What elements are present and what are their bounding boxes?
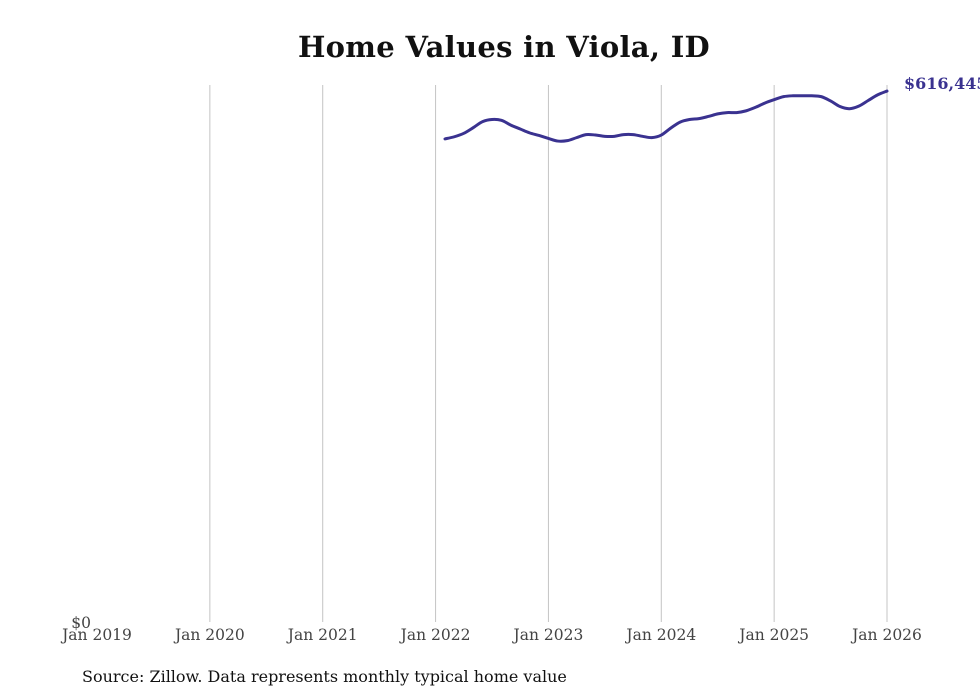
x-tick-label: Jan 2026 — [850, 626, 922, 644]
x-tick-label: Jan 2025 — [737, 626, 809, 644]
chart-title: Home Values in Viola, ID — [297, 30, 711, 64]
x-tick-label: Jan 2024 — [624, 626, 696, 644]
x-tick-label: Jan 2020 — [173, 626, 245, 644]
end-label-layer: $616,445 — [904, 74, 980, 93]
chart-source-note: Source: Zillow. Data represents monthly … — [82, 667, 567, 686]
series-line-0 — [443, 89, 889, 143]
x-tick-label: Jan 2022 — [399, 626, 471, 644]
y-axis-ticks: $0 — [71, 614, 91, 632]
end-value-label: $616,445 — [904, 74, 980, 93]
series-layer — [443, 89, 889, 143]
y-tick-label: $0 — [71, 614, 91, 632]
x-axis-ticks: Jan 2019 Jan 2020 Jan 2021 Jan 2022 Jan 2023… — [60, 626, 922, 644]
x-tick-label: Jan 2023 — [512, 626, 584, 644]
x-tick-label: Jan 2019 — [60, 626, 132, 644]
x-tick-label: Jan 2021 — [286, 626, 358, 644]
gridlines — [209, 85, 888, 622]
